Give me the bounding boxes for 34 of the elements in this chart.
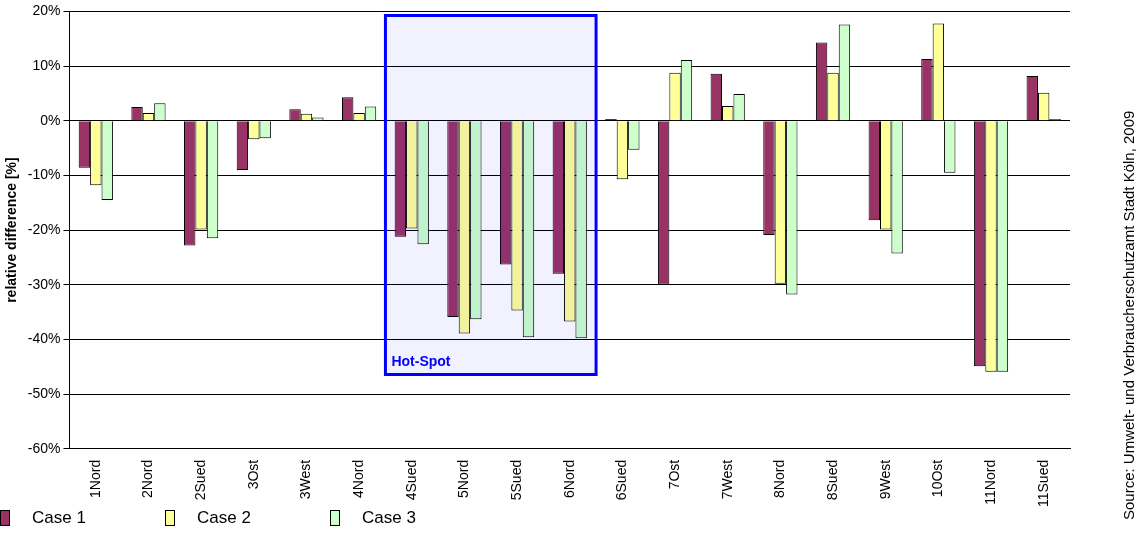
y-tick-label: -60% <box>27 439 61 456</box>
y-tick-label: -10% <box>27 166 61 183</box>
x-tick-label: 11Nord <box>981 459 998 505</box>
x-tick-label: 2Sued <box>191 459 208 501</box>
x-tick-label: 2Nord <box>139 459 156 498</box>
legend-label: Case 2 <box>196 508 252 528</box>
x-tick-label: 7West <box>718 459 735 500</box>
x-tick-label: 3West <box>297 459 314 500</box>
x-tick-label: 5Nord <box>455 459 472 498</box>
legend-label: Case 1 <box>31 508 87 528</box>
x-tick-label: 6Nord <box>560 459 577 498</box>
source-note: Source: Umwelt- und Verbraucherschutzamt Stadt Köln, 2009 <box>1120 109 1137 520</box>
x-tick-label: 11Sued <box>1034 459 1051 507</box>
x-tick-label: 5Sued <box>507 459 524 501</box>
y-tick-label: 10% <box>32 56 61 73</box>
x-tick-label: 8Sued <box>823 459 840 501</box>
band-label: Hot-Spot <box>391 353 451 370</box>
x-tick-label: 6Sued <box>613 459 630 501</box>
x-tick-label: 10Ost <box>929 459 946 498</box>
x-tick-label: 4Nord <box>349 459 366 498</box>
legend-label: Case 3 <box>361 508 417 528</box>
x-tick-label: 1Nord <box>86 459 103 498</box>
x-tick-label: 9West <box>876 459 893 500</box>
x-tick-label: 8Nord <box>771 459 788 498</box>
y-tick-label: -50% <box>27 384 61 401</box>
y-axis-title: relative difference [%] <box>3 157 20 303</box>
y-tick-label: -40% <box>27 330 61 347</box>
y-tick-label: -20% <box>27 220 61 237</box>
x-tick-label: 4Sued <box>402 459 419 501</box>
x-tick-label: 7Ost <box>665 459 682 490</box>
y-tick-label: 0% <box>40 111 61 128</box>
x-tick-label: 3Ost <box>244 459 261 490</box>
y-tick-label: -30% <box>27 275 61 292</box>
y-tick-label: 20% <box>32 2 61 19</box>
